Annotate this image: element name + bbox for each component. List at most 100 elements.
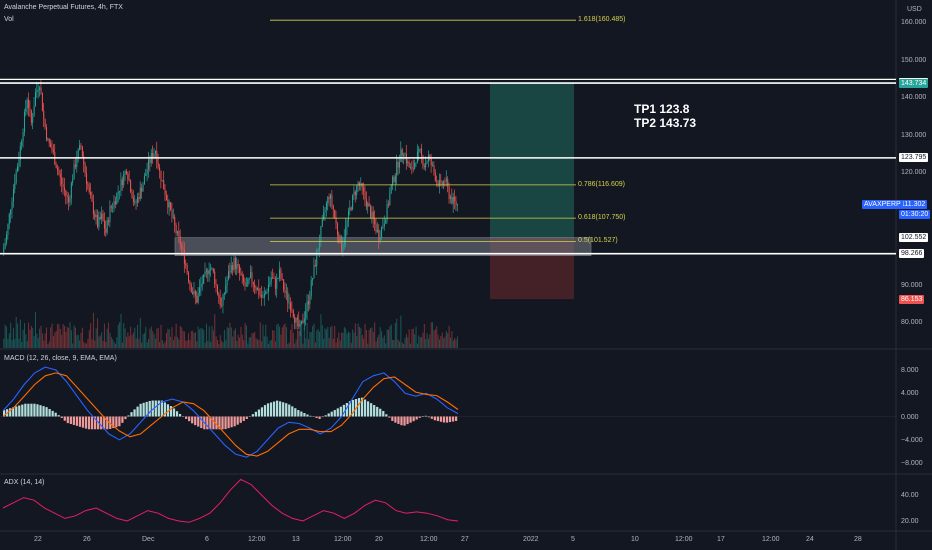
- volume-bar: [177, 337, 179, 348]
- candle-body: [261, 295, 263, 298]
- volume-bar: [303, 328, 305, 348]
- macd-histogram-bar: [367, 401, 370, 417]
- macd-histogram-bar: [94, 416, 97, 430]
- candle-body: [277, 278, 279, 279]
- candle-body: [119, 190, 121, 192]
- candle-body: [163, 180, 165, 190]
- candle-body: [199, 287, 201, 294]
- volume-bar: [174, 336, 176, 348]
- price-tick: 90.000: [901, 281, 923, 289]
- candle-body: [248, 277, 250, 280]
- candle-body: [131, 191, 133, 198]
- volume-bar: [432, 322, 434, 348]
- candle-body: [234, 258, 236, 269]
- volume-bar: [134, 327, 136, 348]
- macd-histogram-bar: [421, 416, 424, 417]
- candle-body: [342, 244, 344, 252]
- candle-body: [364, 191, 366, 199]
- volume-bar: [237, 334, 239, 348]
- volume-bar: [40, 325, 42, 348]
- candle-body: [10, 209, 12, 214]
- macd-histogram-bar: [100, 416, 103, 430]
- candle-body: [276, 278, 278, 289]
- volume-bar: [201, 328, 203, 348]
- macd-histogram-bar: [24, 403, 27, 417]
- time-label: 26: [83, 536, 91, 543]
- macd-histogram-bar: [448, 416, 452, 423]
- volume-bar: [283, 324, 285, 348]
- candle-body: [429, 155, 431, 158]
- volume-bar: [389, 326, 391, 348]
- volume-bar: [154, 338, 156, 348]
- candle-body: [208, 270, 210, 275]
- volume-bar: [360, 328, 362, 348]
- time-label: 27: [461, 536, 469, 543]
- volume-bar: [117, 324, 119, 348]
- volume-bar: [365, 329, 367, 348]
- macd-histogram-bar: [303, 413, 306, 417]
- candle-body: [35, 92, 37, 106]
- candle-body: [419, 148, 421, 150]
- volume-bar: [314, 342, 316, 348]
- macd-histogram-bar: [451, 416, 455, 422]
- candle-body: [308, 301, 310, 305]
- candle-body: [73, 164, 75, 180]
- volume-bar: [437, 334, 439, 348]
- candle-body: [154, 150, 156, 154]
- macd-histogram-bar: [15, 406, 18, 417]
- candle-body: [240, 272, 242, 275]
- candle-body: [244, 282, 246, 287]
- macd-histogram-bar: [36, 404, 39, 417]
- candle-body: [399, 161, 401, 168]
- volume-bar: [157, 328, 159, 348]
- candle-body: [3, 248, 5, 255]
- macd-histogram-bar: [294, 408, 297, 417]
- tp2-annotation[interactable]: TP2 143.73: [634, 116, 697, 130]
- candle-body: [182, 247, 184, 250]
- time-label: 28: [854, 536, 862, 543]
- volume-bar: [323, 338, 325, 348]
- candle-body: [432, 164, 434, 166]
- volume-bar: [181, 327, 183, 348]
- candle-body: [225, 285, 227, 294]
- volume-bar: [194, 332, 196, 348]
- candle-body: [415, 162, 417, 164]
- time-label: 12:00: [762, 536, 780, 543]
- macd-histogram-bar: [382, 410, 385, 417]
- macd-histogram-bar: [339, 406, 342, 417]
- price-tick: 140.000: [901, 94, 927, 102]
- volume-label: Vol: [4, 16, 14, 23]
- volume-bar: [88, 330, 90, 348]
- macd-histogram-bar: [360, 397, 364, 417]
- candle-body: [98, 216, 100, 228]
- volume-bar: [285, 327, 287, 348]
- macd-histogram-bar: [412, 416, 415, 422]
- candle-body: [66, 195, 68, 197]
- volume-bar: [425, 339, 427, 348]
- volume-bar: [90, 323, 92, 348]
- fib-level-label: 0.786(116.609): [578, 180, 625, 188]
- adx-tick: 20.00: [901, 518, 919, 525]
- volume-bar: [86, 343, 88, 348]
- tp1-annotation[interactable]: TP1 123.8: [634, 102, 690, 116]
- volume-bar: [279, 326, 281, 348]
- candle-body: [145, 174, 147, 176]
- candle-body: [22, 132, 24, 142]
- candle-body: [385, 220, 387, 224]
- volume-bar: [277, 323, 279, 348]
- volume-bar: [342, 332, 344, 348]
- macd-histogram-bar: [230, 416, 233, 428]
- price-tag: 86.153: [899, 294, 925, 304]
- volume-bar: [455, 339, 457, 348]
- candle-body: [123, 174, 125, 186]
- candle-body: [217, 285, 219, 295]
- candle-body: [280, 269, 282, 279]
- candle-body: [400, 149, 402, 162]
- candle-body: [421, 148, 423, 156]
- macd-histogram-bar: [433, 416, 436, 421]
- macd-title[interactable]: MACD (12, 26, close, 9, EMA, EMA): [4, 355, 117, 362]
- volume-bar: [259, 322, 261, 348]
- adx-title[interactable]: ADX (14, 14): [4, 479, 45, 486]
